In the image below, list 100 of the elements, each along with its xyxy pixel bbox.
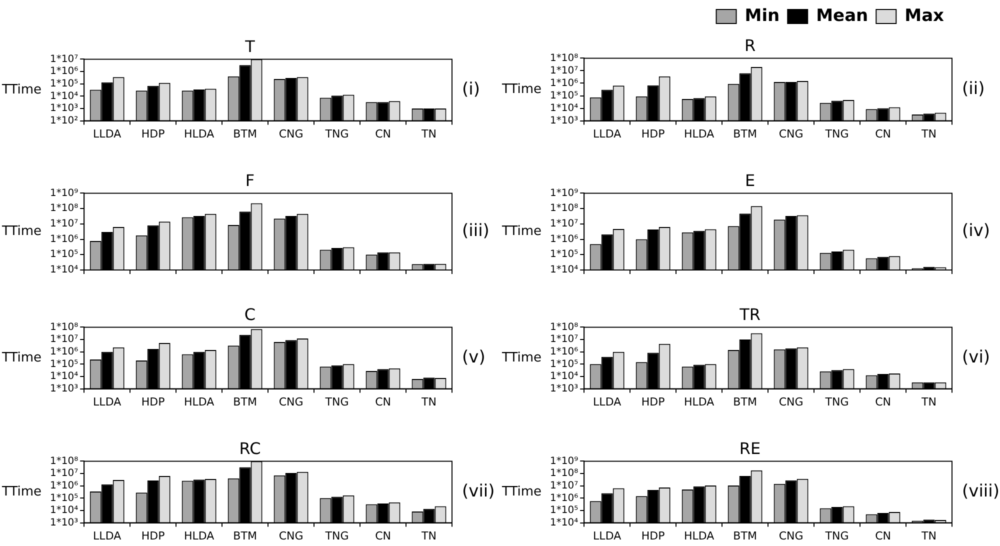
y-tick-label: 1*10⁴	[50, 264, 78, 276]
y-tick-label: 1*10⁶	[50, 346, 78, 358]
text: (vi)	[962, 347, 990, 368]
y-axis-title: TTime	[1, 484, 42, 500]
y-tick-label: 1*10⁷	[50, 468, 78, 480]
x-tick-label: LLDA	[593, 395, 622, 408]
y-tick-label: 1*10⁶	[550, 234, 578, 245]
y-tick-label: 1*10⁷	[50, 218, 78, 230]
y-tick-label: 1*10⁸	[550, 468, 578, 480]
x-tick-label: TN	[920, 529, 936, 542]
x-tick-label: LLDA	[593, 127, 622, 140]
y-tick-label: 1*10⁴	[50, 371, 78, 382]
y-tick-label: 1*10⁶	[50, 66, 78, 78]
x-tick-label: TNG	[324, 127, 349, 140]
y-axis-title: TTime	[1, 82, 42, 98]
chart-title: R	[744, 36, 756, 55]
y-axis-title: TTime	[501, 224, 542, 239]
y-tick-label: 1*10⁷	[550, 480, 578, 492]
x-tick-label: BTM	[733, 529, 757, 542]
y-tick-label: 1*10⁷	[50, 54, 78, 65]
y-tick-label: 1*10⁸	[550, 322, 578, 333]
x-tick-label: TNG	[824, 127, 849, 140]
y-tick-label: 1*10⁷	[50, 334, 78, 346]
text: (ii)	[962, 78, 985, 99]
x-tick-label: CN	[875, 395, 891, 408]
legend-label: Max	[904, 6, 944, 26]
y-tick-label: 1*10³	[50, 103, 78, 114]
x-tick-label: CNG	[778, 395, 804, 408]
text: (viii)	[962, 481, 1000, 502]
x-tick-label: BTM	[733, 395, 757, 408]
x-tick-label: BTM	[233, 127, 257, 140]
text: (iv)	[962, 221, 990, 242]
x-tick-label: BTM	[233, 529, 257, 542]
x-tick-label: BTM	[233, 395, 257, 408]
chart-title: TR	[738, 304, 760, 324]
legend-label: Mean	[816, 6, 868, 26]
x-tick-label: CNG	[778, 529, 804, 542]
y-tick-label: 1*10⁷	[550, 65, 578, 76]
y-tick-label: 1*10⁸	[50, 456, 78, 467]
x-tick-label: LLDA	[93, 395, 122, 408]
y-tick-label: 1*10⁵	[550, 90, 578, 102]
x-tick-label: BTM	[733, 127, 757, 140]
x-tick-label: LLDA	[93, 529, 122, 542]
x-tick-label: TN	[420, 529, 436, 542]
y-tick-label: 1*10⁶	[50, 234, 78, 245]
y-tick-label: 1*10⁹	[50, 188, 78, 199]
x-tick-label: LLDA	[93, 127, 122, 140]
x-tick-label: TNG	[824, 529, 849, 542]
x-tick-label: TN	[920, 395, 936, 408]
y-tick-label: 1*10⁵	[50, 492, 78, 504]
x-tick-label: HDP	[141, 127, 166, 140]
y-tick-label: 1*10⁷	[550, 334, 578, 346]
x-tick-label: CN	[375, 529, 391, 542]
y-tick-label: 1*10⁵	[550, 358, 578, 370]
chart-title: RC	[239, 438, 261, 458]
y-tick-label: 1*10⁸	[50, 322, 78, 333]
y-axis-title: TTime	[1, 350, 42, 366]
y-axis-title: TTime	[1, 224, 42, 239]
y-tick-label: 1*10³	[50, 517, 78, 528]
y-tick-label: 1*10²	[50, 115, 78, 126]
y-axis-title: TTime	[501, 350, 542, 366]
chart-title: RE	[739, 438, 761, 458]
text: (v)	[462, 347, 486, 368]
y-tick-label: 1*10⁷	[550, 218, 578, 230]
chart-title: E	[744, 170, 756, 190]
y-tick-label: 1*10³	[50, 383, 78, 394]
text: (vii)	[462, 481, 495, 502]
legend-label: Min	[744, 6, 780, 26]
y-tick-label: 1*10⁹	[550, 456, 578, 467]
y-tick-label: 1*10⁹	[550, 188, 578, 199]
y-tick-label: 1*10⁴	[50, 505, 78, 516]
chart-title: F	[245, 170, 255, 190]
x-tick-label: HLDA	[684, 529, 715, 542]
y-tick-label: 1*10⁶	[550, 492, 578, 504]
y-tick-label: 1*10⁸	[50, 203, 78, 214]
x-tick-label: CN	[875, 127, 891, 140]
x-tick-label: TN	[420, 127, 436, 140]
x-tick-label: CNG	[278, 127, 304, 140]
chart-title: C	[244, 304, 256, 324]
y-tick-label: 1*10⁵	[50, 249, 78, 260]
chart-title: T	[244, 36, 256, 56]
y-tick-label: 1*10⁴	[550, 264, 578, 276]
y-tick-label: 1*10⁴	[550, 517, 578, 528]
y-tick-label: 1*10⁶	[50, 480, 78, 492]
x-tick-label: CNG	[278, 395, 304, 408]
x-tick-label: HLDA	[184, 395, 215, 408]
x-tick-label: HDP	[141, 395, 166, 408]
x-tick-label: CNG	[278, 529, 304, 542]
y-tick-label: 1*10³	[550, 115, 578, 126]
y-tick-label: 1*10⁸	[550, 203, 578, 214]
x-tick-label: TNG	[324, 395, 349, 408]
x-tick-label: HLDA	[684, 127, 715, 140]
x-tick-label: HDP	[641, 127, 666, 140]
text: (iii)	[462, 221, 490, 242]
x-tick-label: CNG	[778, 127, 804, 140]
y-tick-label: 1*10⁶	[550, 78, 578, 89]
x-tick-label: TN	[920, 127, 936, 140]
y-tick-label: 1*10⁶	[550, 346, 578, 358]
x-tick-label: HLDA	[184, 127, 215, 140]
x-tick-label: CN	[375, 127, 391, 140]
